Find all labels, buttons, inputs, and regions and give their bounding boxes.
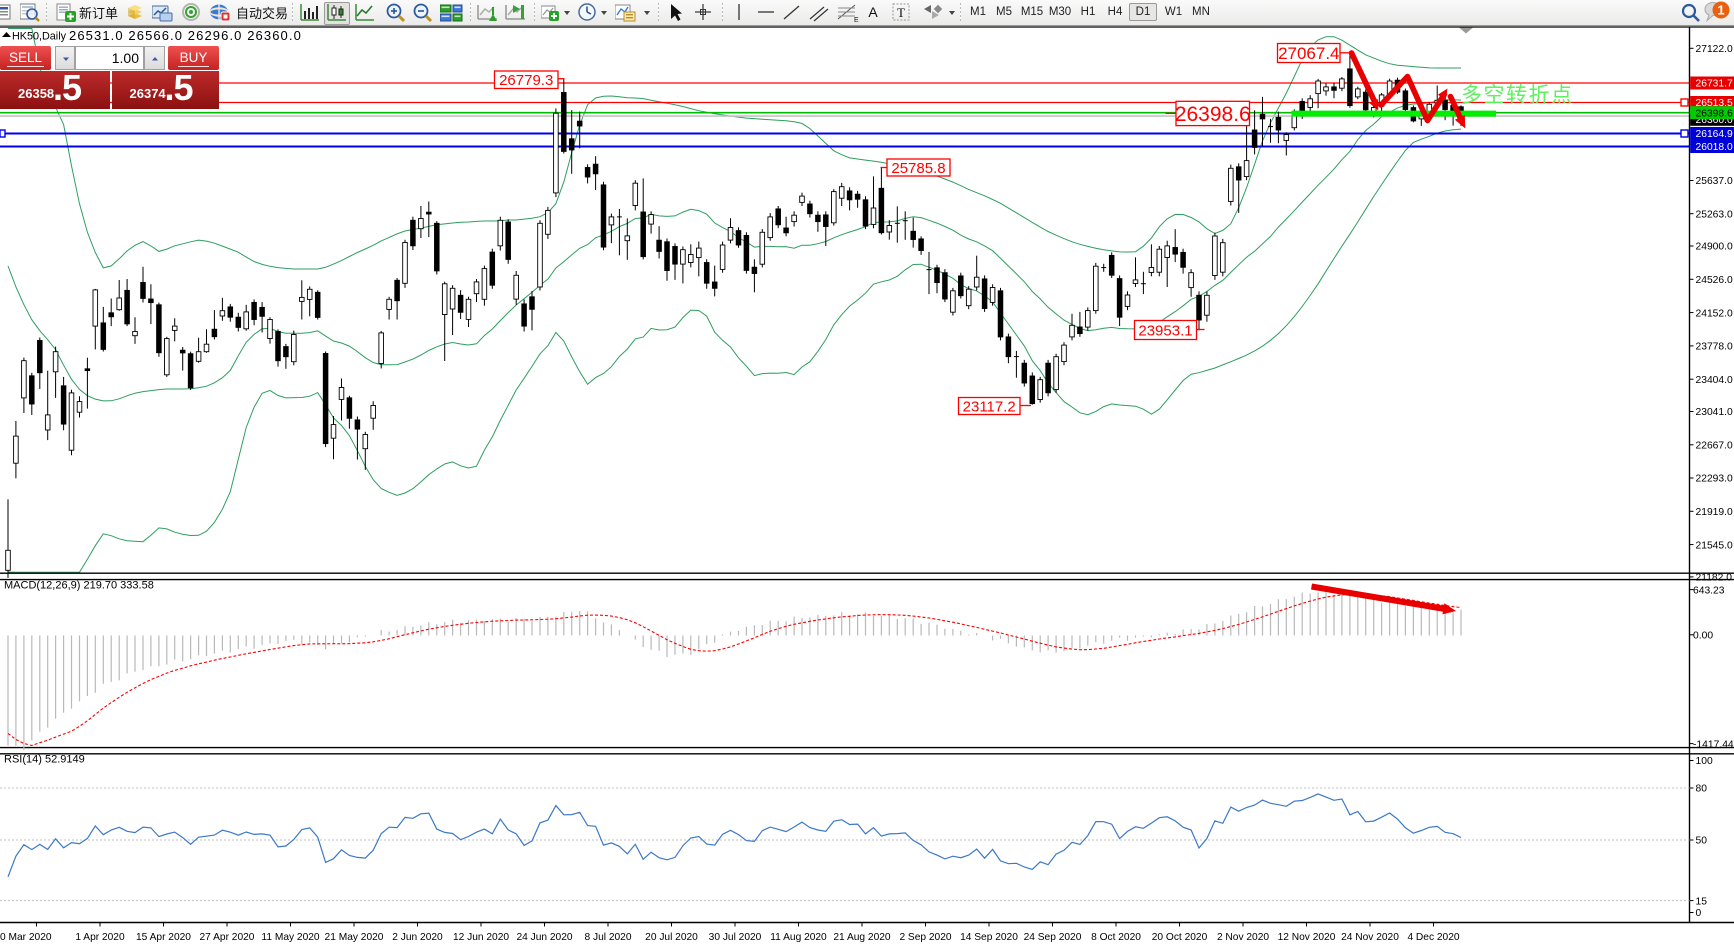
svg-text:100: 100 [1696,756,1713,767]
svg-text:1 Apr 2020: 1 Apr 2020 [75,932,125,943]
svg-text:26731.7: 26731.7 [1696,79,1733,90]
svg-text:643.23: 643.23 [1693,585,1725,596]
svg-text:14 Sep 2020: 14 Sep 2020 [960,932,1018,943]
svg-text:2 Jun 2020: 2 Jun 2020 [392,932,443,943]
svg-text:4 Dec 2020: 4 Dec 2020 [1407,932,1459,943]
svg-text:-1417.44: -1417.44 [1693,739,1734,750]
svg-text:21919.0: 21919.0 [1696,507,1733,518]
svg-text:21 May 2020: 21 May 2020 [325,932,384,943]
svg-text:24526.0: 24526.0 [1696,275,1733,286]
svg-text:12 Nov 2020: 12 Nov 2020 [1278,932,1336,943]
svg-text:80: 80 [1696,784,1708,795]
svg-text:MACD(12,26,9) 219.70 333.58: MACD(12,26,9) 219.70 333.58 [4,580,154,592]
svg-text:26360.0: 26360.0 [1696,115,1733,126]
svg-text:15 Apr 2020: 15 Apr 2020 [136,932,191,943]
svg-text:2 Nov 2020: 2 Nov 2020 [1217,932,1269,943]
svg-text:HK50,Daily: HK50,Daily [12,31,67,43]
svg-text:50: 50 [1696,836,1708,847]
svg-text:1: 1 [1717,3,1724,18]
svg-text:21 Aug 2020: 21 Aug 2020 [833,932,891,943]
svg-text:22667.0: 22667.0 [1696,441,1733,452]
svg-text:11 Aug 2020: 11 Aug 2020 [770,932,827,943]
svg-text:23041.0: 23041.0 [1696,407,1733,418]
svg-text:15: 15 [1696,896,1708,907]
svg-text:22293.0: 22293.0 [1696,474,1733,485]
svg-text:20 Oct 2020: 20 Oct 2020 [1152,932,1208,943]
svg-text:E: E [854,17,859,23]
svg-text:23117.2: 23117.2 [963,398,1016,415]
svg-text:23778.0: 23778.0 [1696,342,1733,353]
svg-text:24 Sep 2020: 24 Sep 2020 [1024,932,1082,943]
svg-text:25263.0: 25263.0 [1696,209,1733,220]
svg-text:27 Apr 2020: 27 Apr 2020 [200,932,255,943]
svg-text:24900.0: 24900.0 [1696,242,1733,253]
svg-text:25637.0: 25637.0 [1696,176,1733,187]
svg-text:24152.0: 24152.0 [1696,308,1733,319]
svg-text:23404.0: 23404.0 [1696,375,1733,386]
svg-text:RSI(14) 52.9149: RSI(14) 52.9149 [4,754,85,766]
svg-text:26018.0: 26018.0 [1696,142,1733,153]
svg-text:20 Jul 2020: 20 Jul 2020 [645,932,698,943]
svg-text:多空转折点: 多空转折点 [1461,84,1574,107]
svg-text:30 Jul 2020: 30 Jul 2020 [709,932,762,943]
svg-text:21545.0: 21545.0 [1696,540,1733,551]
svg-text:21182.0: 21182.0 [1696,573,1733,584]
svg-text:24 Nov 2020: 24 Nov 2020 [1341,932,1399,943]
svg-text:0 Mar 2020: 0 Mar 2020 [0,932,52,943]
svg-text:8 Jul 2020: 8 Jul 2020 [584,932,631,943]
svg-text:24 Jun 2020: 24 Jun 2020 [516,932,572,943]
svg-text:27067.4: 27067.4 [1278,44,1339,63]
svg-text:26398.6: 26398.6 [1696,108,1733,119]
svg-text:26164.9: 26164.9 [1696,129,1733,140]
svg-text:2 Sep 2020: 2 Sep 2020 [899,932,951,943]
svg-text:25785.8: 25785.8 [891,160,945,177]
svg-text:0.00: 0.00 [1693,631,1713,642]
svg-text:26779.3: 26779.3 [499,72,553,89]
svg-text:11 May 2020: 11 May 2020 [261,932,319,943]
svg-text:23953.1: 23953.1 [1138,322,1192,339]
svg-text:26531.0 26566.0 26296.0 26360.: 26531.0 26566.0 26296.0 26360.0 [69,28,302,43]
svg-text:26513.5: 26513.5 [1696,98,1733,109]
svg-text:T: T [897,5,905,20]
svg-text:0: 0 [1696,908,1702,919]
svg-text:12 Jun 2020: 12 Jun 2020 [453,932,509,943]
svg-text:8 Oct 2020: 8 Oct 2020 [1091,932,1141,943]
svg-text:27122.0: 27122.0 [1696,44,1733,55]
svg-text:26398.6: 26398.6 [1175,103,1251,126]
